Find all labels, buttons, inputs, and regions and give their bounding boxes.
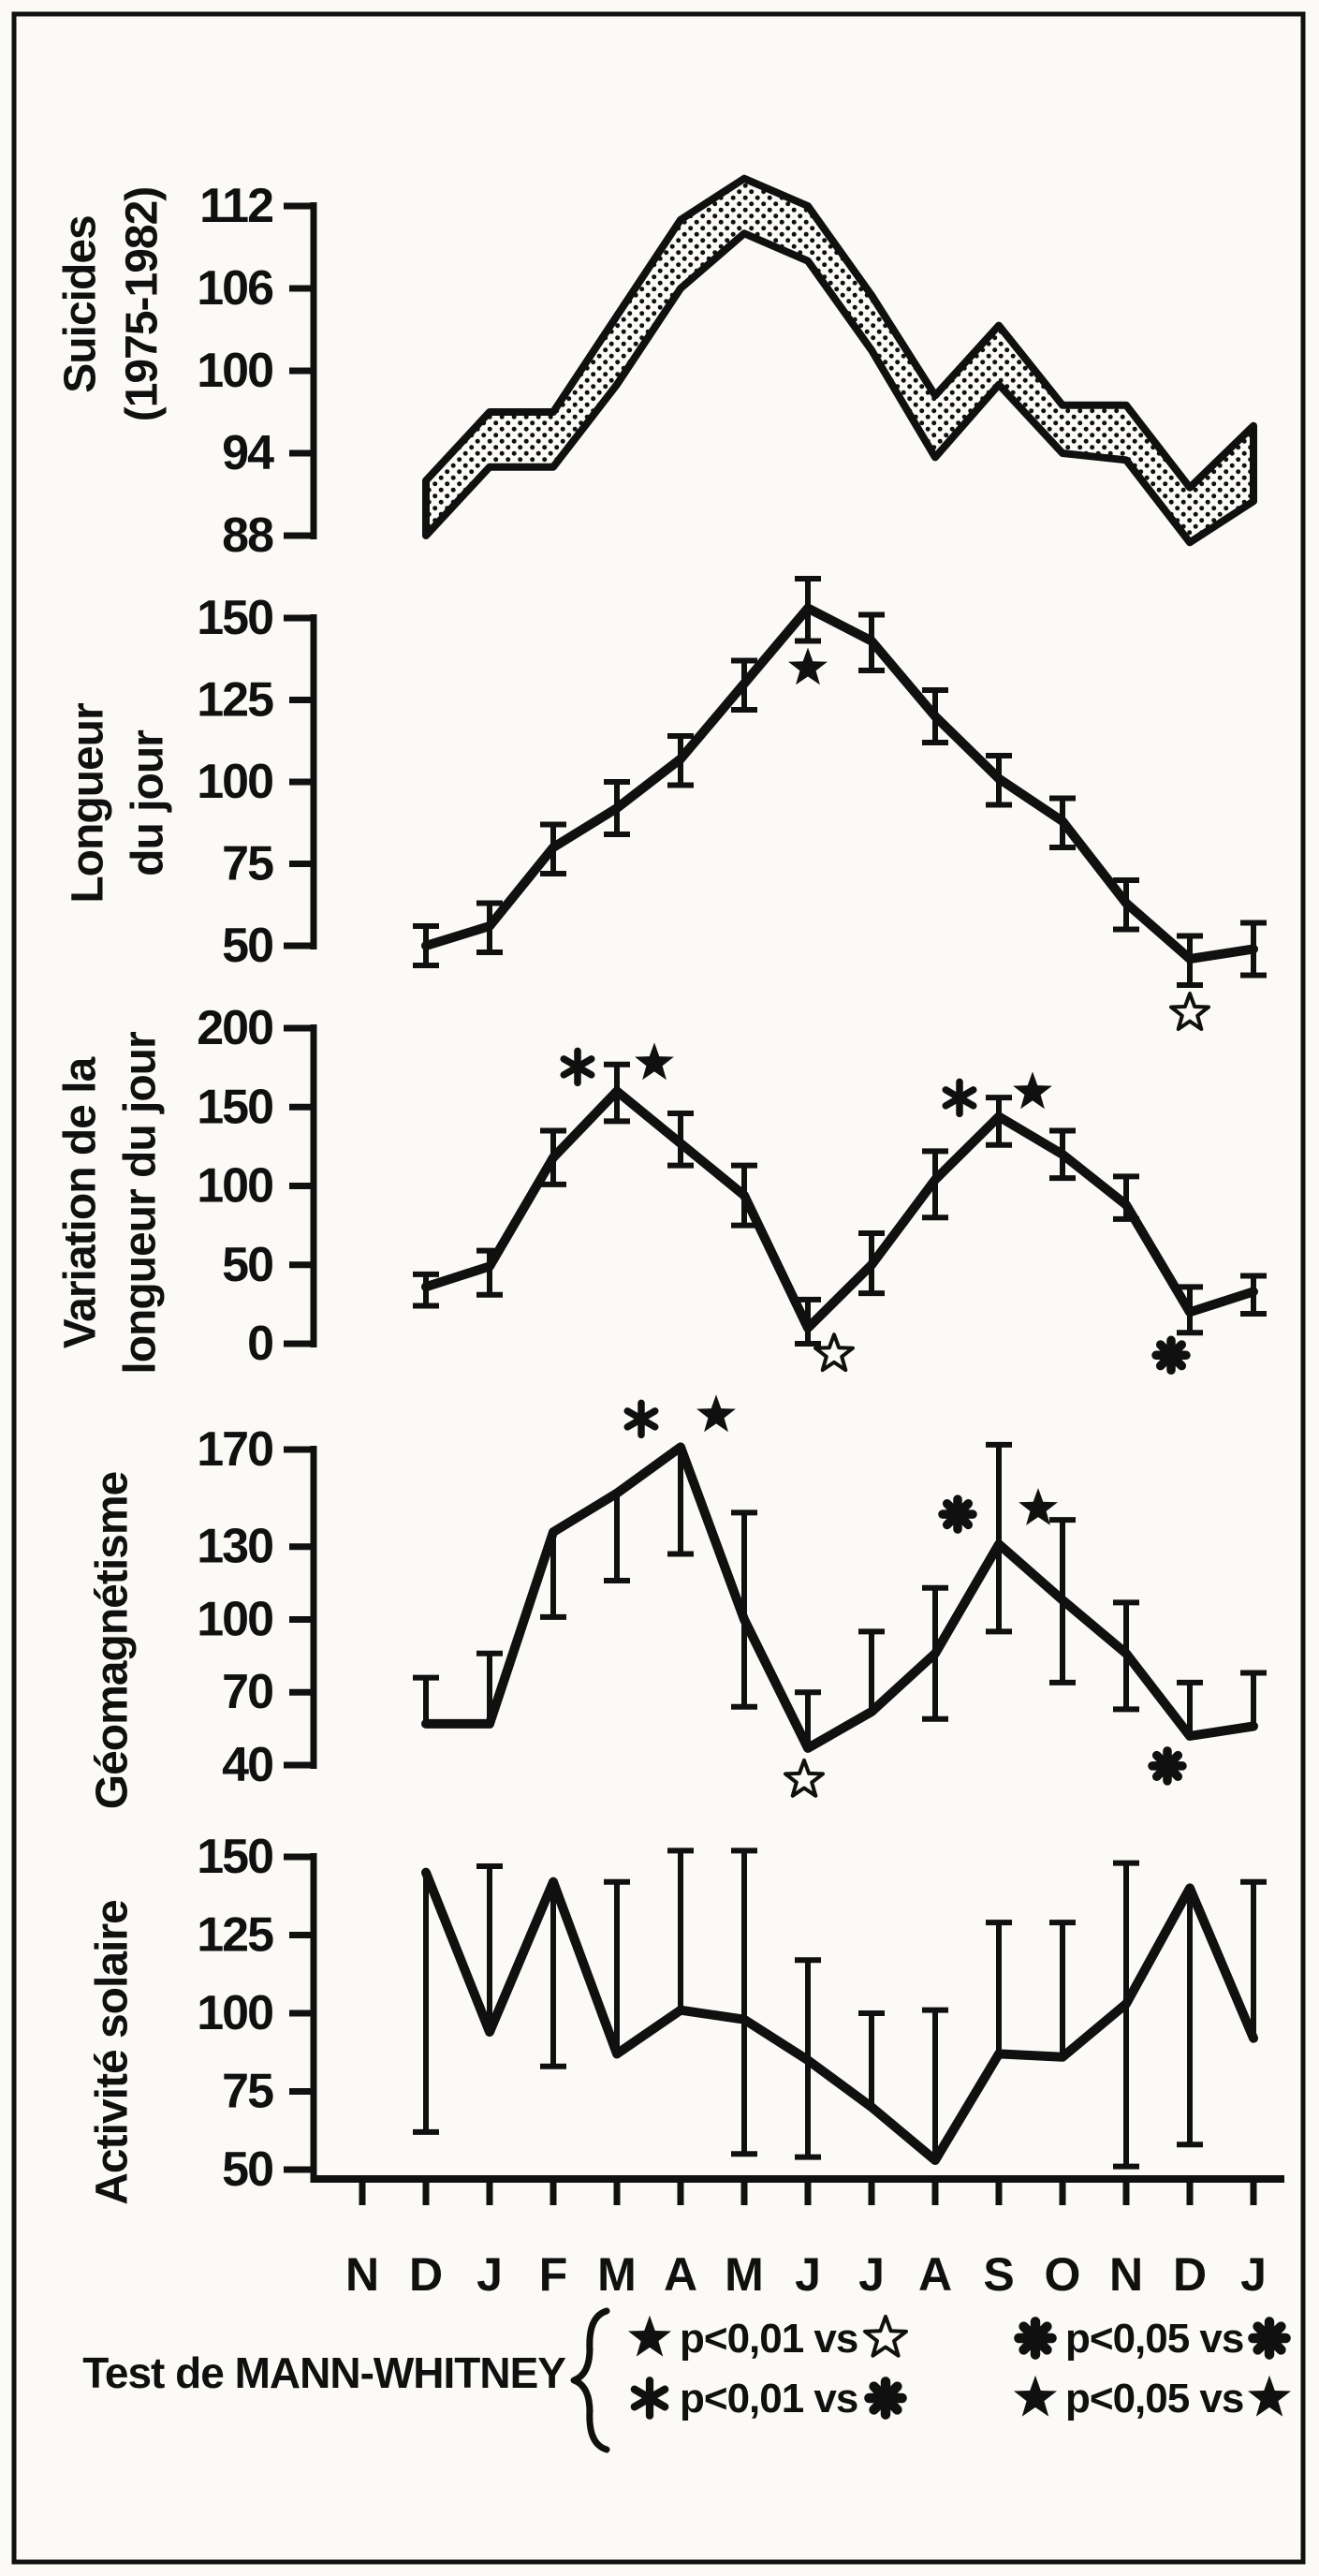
y-tick-label: 170 [197,1422,272,1477]
panel-title: Géomagnétisme [88,1471,138,1809]
star-open-icon [863,2314,908,2358]
panel-title: Longueur [64,703,113,904]
asterisk-icon [942,1078,977,1118]
y-tick-label: 112 [199,179,272,233]
panel-5: 150 125 100 75 50 Activité solaire [88,1830,1267,2205]
star-open-icon [784,1758,825,1798]
star-filled-icon [1019,1488,1058,1525]
y-tick-label: 150 [197,1080,272,1134]
legend-brace [570,2307,610,2453]
panel-title: Variation de la [56,1056,106,1348]
asterisk-icon [560,1047,595,1087]
panel-2: 150 125 100 75 50 Longueur du jour [64,576,1267,1031]
data-line [421,1867,1258,2165]
y-tick-label: 100 [197,755,272,809]
flower-icon [1014,2317,1057,2360]
flower-icon [1248,2317,1291,2360]
month-label: M [597,2248,637,2301]
month-label: D [409,2248,443,2301]
y-tick-label: 0 [247,1317,272,1371]
panel-3: 200 150 100 50 0 Variation de la longueur du j… [56,1001,1267,1376]
asterisk-icon [623,1399,659,1439]
month-label: M [725,2248,764,2301]
y-tick-label: 70 [222,1665,272,1719]
asterisk-icon [630,2377,669,2420]
legend: Test de MANN-WHITNEY p<0,01 vs p<0,05 vs p<… [82,2307,1291,2453]
suicides-band [422,174,1257,547]
data-line [421,603,1258,964]
month-label: J [795,2248,821,2301]
month-label: D [1173,2248,1207,2301]
flower-icon [864,2377,907,2420]
month-label: A [918,2248,952,2301]
y-tick-label: 150 [197,1830,272,1884]
y-tick-label: 75 [222,837,273,891]
star-open-icon [813,1332,855,1373]
month-label: N [1109,2248,1143,2301]
star-filled-icon [628,2315,671,2357]
panel-title: du jour [124,730,173,876]
month-label: N [345,2248,379,2301]
y-tick-label: 50 [222,2142,272,2197]
flower-icon [1151,1335,1191,1376]
star-filled-icon [1013,1071,1052,1110]
panel-title: Suicides [56,215,106,392]
star-filled-icon [696,1394,736,1433]
y-tick-label: 88 [222,508,273,563]
figure-frame [11,11,1306,2565]
y-tick-label: 100 [197,344,272,398]
y-tick-label: 50 [222,919,272,973]
y-tick-label: 75 [222,2065,273,2119]
legend-item-text: p<0,05 vs [1065,2376,1243,2421]
y-tick-label: 50 [222,1238,272,1292]
data-line [421,1442,1258,1753]
legend-item-text: p<0,05 vs [1065,2316,1243,2362]
flower-icon [1148,1746,1187,1786]
month-label: S [983,2248,1014,2301]
y-tick-label: 130 [197,1520,272,1574]
y-tick-label: 100 [197,1159,272,1214]
y-tick-label: 100 [197,1592,272,1646]
y-tick-label: 100 [197,1986,272,2040]
y-tick-label: 200 [197,1001,272,1055]
star-filled-icon [788,647,828,685]
star-filled-icon [1248,2375,1291,2417]
y-tick-label: 106 [197,261,273,316]
y-tick-label: 125 [197,673,273,728]
y-tick-label: 40 [222,1738,272,1792]
month-label: A [664,2248,697,2301]
y-tick-label: 125 [197,1908,273,1963]
legend-item-text: p<0,01 vs [680,2316,857,2362]
legend-title: Test de MANN-WHITNEY [82,2348,565,2397]
panel-4: 170 130 100 70 40 Géomagnétisme [88,1394,1267,1809]
star-open-icon [1169,992,1210,1031]
month-label: F [539,2248,568,2301]
legend-item-text: p<0,01 vs [680,2376,857,2421]
month-label: O [1045,2248,1081,2301]
panel-title: longueur du jour [116,1032,166,1375]
star-filled-icon [1014,2375,1057,2417]
panel-title: Activité solaire [88,1900,138,2205]
y-tick-label: 94 [222,426,274,480]
month-label: J [858,2248,885,2301]
month-label: J [476,2248,503,2301]
panel-title: (1975-1982) [118,187,168,422]
y-tick-label: 150 [197,591,272,645]
star-filled-icon [635,1042,674,1081]
data-line [421,1086,1258,1333]
flower-icon [938,1494,977,1534]
month-label: J [1240,2248,1267,2301]
panel-1: 112 106 100 94 88 Suicides (1975-1982) [56,174,1257,563]
